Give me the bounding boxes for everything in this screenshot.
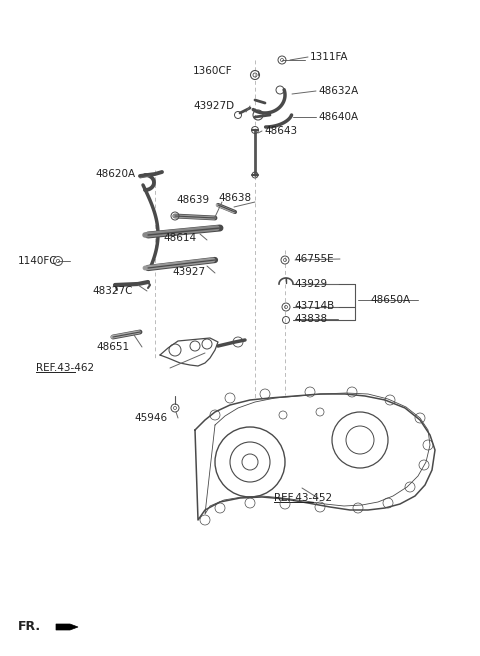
Text: 48638: 48638	[218, 193, 251, 203]
Text: 43838: 43838	[294, 314, 327, 324]
Text: 1311FA: 1311FA	[310, 52, 348, 62]
Text: 48643: 48643	[264, 126, 297, 136]
Text: 1140FC: 1140FC	[18, 256, 58, 266]
Polygon shape	[56, 624, 78, 630]
Text: 48639: 48639	[176, 195, 209, 205]
Text: 43927: 43927	[172, 267, 205, 277]
Text: 43714B: 43714B	[294, 301, 334, 311]
Text: 43929: 43929	[294, 279, 327, 289]
Text: 48632A: 48632A	[318, 86, 358, 96]
Text: 43927D: 43927D	[193, 101, 234, 111]
Text: 48620A: 48620A	[95, 169, 135, 179]
Text: 48614: 48614	[163, 233, 196, 243]
Text: 48651: 48651	[96, 342, 129, 352]
Text: 1360CF: 1360CF	[193, 66, 233, 76]
Text: FR.: FR.	[18, 621, 41, 634]
Text: 48650A: 48650A	[370, 295, 410, 305]
Text: 48640A: 48640A	[318, 112, 358, 122]
Text: 48327C: 48327C	[92, 286, 132, 296]
Text: REF.43-452: REF.43-452	[274, 493, 332, 503]
Text: 46755E: 46755E	[294, 254, 334, 264]
Text: REF.43-462: REF.43-462	[36, 363, 94, 373]
Text: 45946: 45946	[134, 413, 167, 423]
